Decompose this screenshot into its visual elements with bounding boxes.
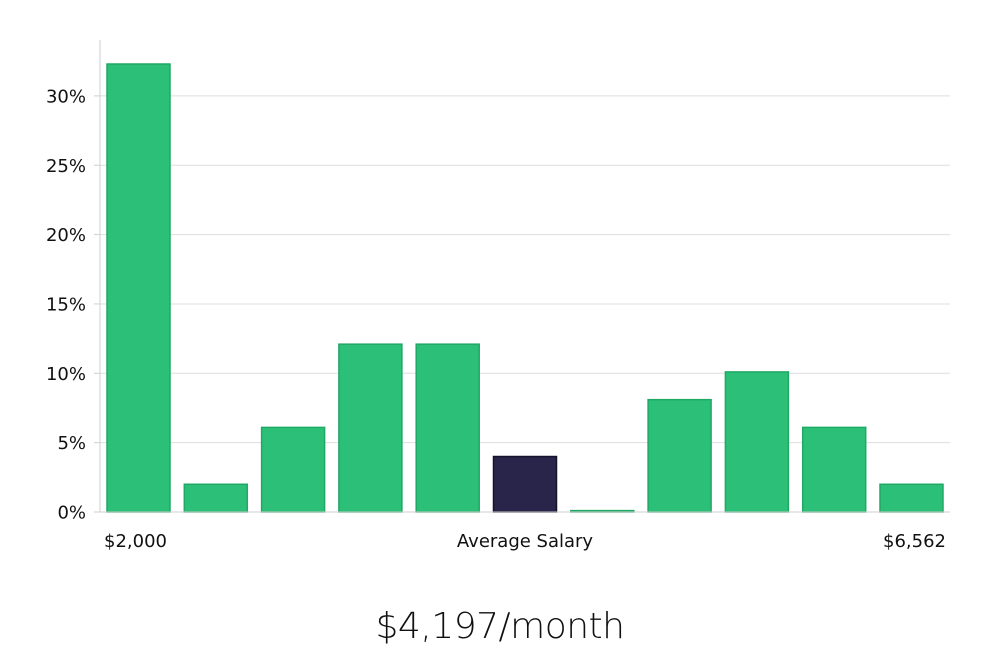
- y-tick-label: 15%: [46, 294, 86, 315]
- grid-lines: [100, 95, 950, 444]
- bar: [183, 483, 249, 513]
- bar-average-salary: [492, 455, 558, 513]
- y-tick-label: 5%: [57, 433, 86, 454]
- bar: [879, 483, 944, 513]
- bar: [106, 63, 171, 513]
- bar: [647, 398, 712, 513]
- bar: [338, 343, 403, 513]
- y-tick-label: 0%: [57, 503, 86, 524]
- bar: [801, 426, 867, 513]
- y-tick-label: 25%: [46, 156, 86, 177]
- bar: [724, 371, 790, 513]
- bar: [415, 343, 480, 513]
- average-salary-caption: $4,197/month: [375, 606, 625, 647]
- bars: [106, 63, 944, 513]
- y-tick-label: 10%: [46, 364, 86, 385]
- x-tick-label-max: $6,562: [883, 531, 946, 552]
- x-axis-label-average: Average Salary: [457, 531, 594, 552]
- y-tick-label: 30%: [46, 86, 86, 107]
- bar: [260, 426, 326, 513]
- x-tick-label-min: $2,000: [104, 531, 167, 552]
- y-axis-ticks: 0% 5% 10% 15% 20% 25% 30%: [46, 86, 100, 524]
- salary-histogram: 0% 5% 10% 15% 20% 25% 30% $2,000 Average Salar…: [46, 40, 950, 552]
- y-tick-label: 20%: [46, 225, 86, 246]
